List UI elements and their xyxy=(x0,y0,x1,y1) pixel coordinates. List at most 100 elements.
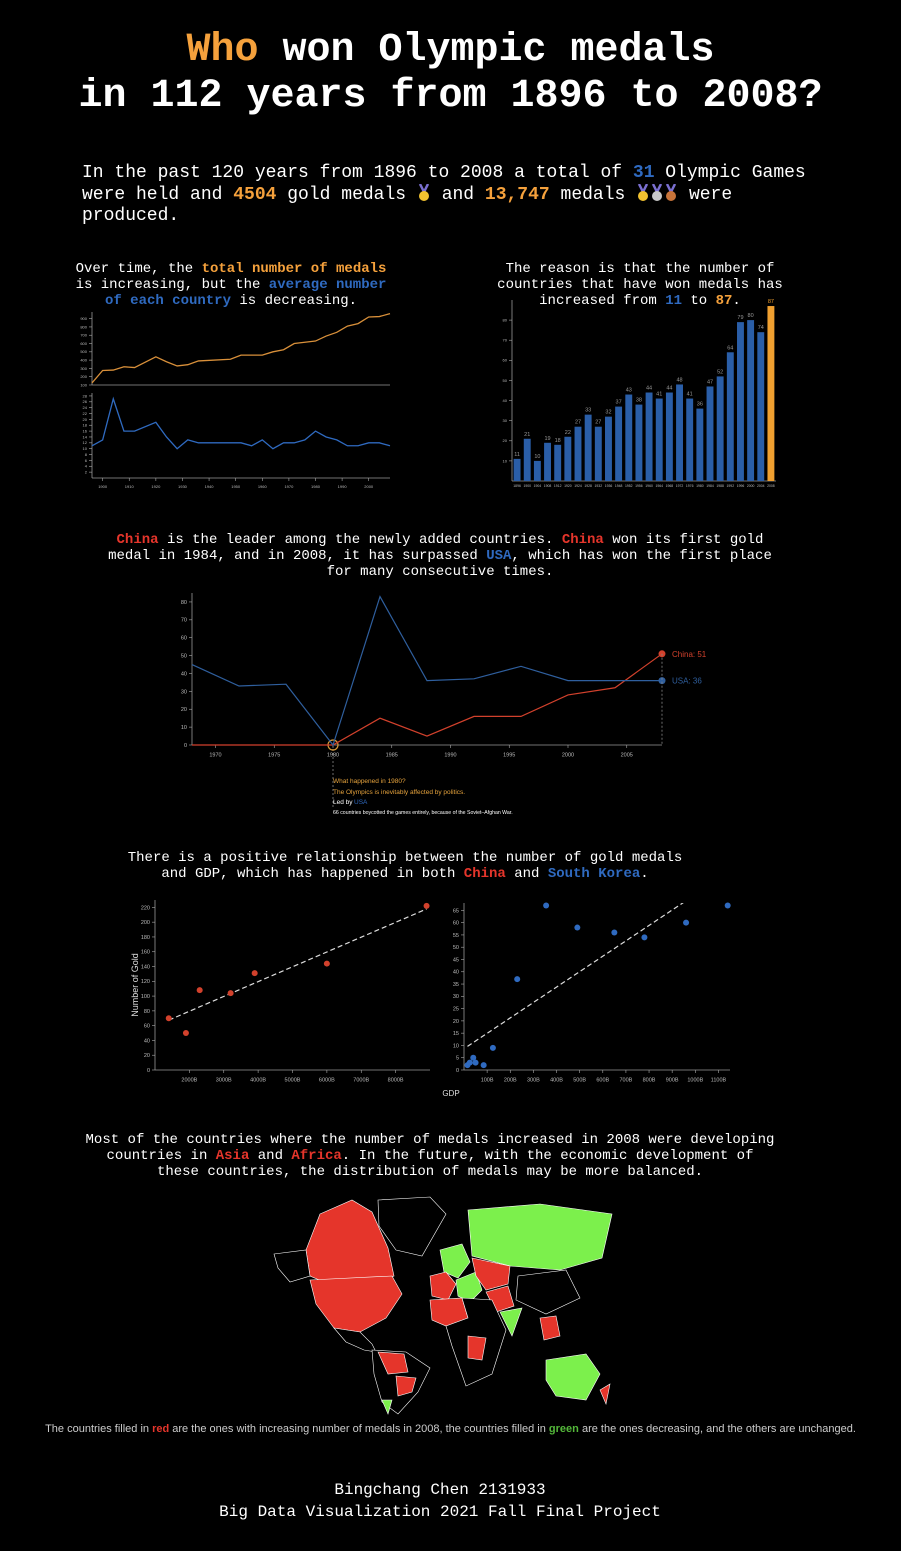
y-tick-label: 70 xyxy=(503,338,508,343)
text: . xyxy=(640,866,649,882)
text: There is a positive relationship between… xyxy=(127,850,683,882)
x-tick-label: 1948 xyxy=(615,484,623,488)
value-label: 41 xyxy=(687,392,693,398)
value-label: 27 xyxy=(595,420,601,426)
x-tick-label: 1990 xyxy=(338,484,348,489)
x-tick-label: 1900 xyxy=(98,484,108,489)
footer: Bingchang Chen 2131933 Big Data Visualiza… xyxy=(0,1479,880,1523)
world-map xyxy=(273,1196,613,1415)
value-label: 52 xyxy=(717,369,723,375)
medals-icon xyxy=(638,184,677,201)
bar xyxy=(665,392,673,481)
y-tick-label: 30 xyxy=(453,994,459,1000)
x-tick-label: 1000B xyxy=(687,1078,703,1084)
line xyxy=(91,313,391,384)
value-label: 36 xyxy=(697,402,703,408)
bar xyxy=(757,332,765,481)
x-tick-label: 4000B xyxy=(250,1078,266,1084)
x-tick-label: 3000B xyxy=(216,1078,232,1084)
y-tick-label: 35 xyxy=(453,982,459,988)
y-tick-label: 10 xyxy=(181,725,187,731)
country xyxy=(377,1351,409,1375)
bar xyxy=(686,398,694,481)
x-tick-label: 1975 xyxy=(268,753,280,759)
point xyxy=(165,1015,172,1022)
y-tick-label: 40 xyxy=(503,398,508,403)
bar xyxy=(615,406,623,481)
end-marker xyxy=(658,677,666,685)
text: In the past 120 years from 1896 to 2008 … xyxy=(82,163,633,183)
y-tick-label: 50 xyxy=(181,654,187,660)
x-tick-label: 1970 xyxy=(284,484,294,489)
author: Bingchang Chen 2131933 xyxy=(334,1481,546,1499)
point xyxy=(470,1054,477,1061)
value-label: 27 xyxy=(575,420,581,426)
bar xyxy=(594,426,602,481)
x-tick-label: 1932 xyxy=(595,484,603,488)
y-tick-label: 8 xyxy=(85,452,88,457)
x-tick-label: 1920 xyxy=(564,484,572,488)
text: are the ones decreasing, and the others … xyxy=(578,1423,856,1435)
country xyxy=(377,1196,447,1257)
x-tick-label: 5000B xyxy=(285,1078,301,1084)
y-tick-label: 25 xyxy=(453,1007,459,1013)
bar xyxy=(564,436,572,481)
x-tick-label: 1980 xyxy=(696,484,704,488)
x-tick-label: 1896 xyxy=(513,484,521,488)
x-tick-label: 1996 xyxy=(737,484,745,488)
y-tick-label: 22 xyxy=(83,411,88,416)
y-tick-label: 80 xyxy=(503,318,508,323)
y-tick-label: 500 xyxy=(80,349,87,354)
x-tick-label: 300B xyxy=(527,1078,540,1084)
value-label: 18 xyxy=(555,438,561,444)
point xyxy=(227,990,234,997)
text: is decreasing. xyxy=(231,293,358,309)
y-tick-label: 50 xyxy=(453,945,459,951)
point xyxy=(251,970,258,977)
line xyxy=(191,595,662,747)
bar xyxy=(676,384,683,481)
highlight: China xyxy=(463,866,506,882)
point xyxy=(182,1030,189,1037)
country xyxy=(395,1375,417,1397)
value-label: 43 xyxy=(626,388,632,394)
y-tick-label: 10 xyxy=(453,1043,459,1049)
y-tick-label: 20 xyxy=(503,438,508,443)
x-tick-label: 1976 xyxy=(686,484,694,488)
y-tick-label: 300 xyxy=(80,366,87,371)
bar xyxy=(635,404,643,481)
x-tick-label: 900B xyxy=(666,1078,679,1084)
y-tick-label: 80 xyxy=(181,600,187,606)
point xyxy=(611,929,618,936)
point xyxy=(323,960,330,967)
highlight: total number of medals xyxy=(201,261,387,277)
text: won its first gold medal in 1984, and in… xyxy=(108,532,764,564)
text: is increasing, but the xyxy=(75,277,269,293)
value-label: 80 xyxy=(748,313,754,319)
bar xyxy=(716,376,724,481)
x-tick-label: 1924 xyxy=(574,484,582,488)
x-tick-label: 1990 xyxy=(444,753,456,759)
y-tick-label: 0 xyxy=(456,1068,459,1074)
x-tick-label: 1928 xyxy=(584,484,592,488)
gold-medal-icon xyxy=(418,184,430,201)
x-axis-label: GDP xyxy=(442,1089,459,1098)
value-label: 19 xyxy=(544,436,550,442)
country xyxy=(515,1269,581,1315)
y-tick-label: 40 xyxy=(181,671,187,677)
title: Who won Olympic medals in 112 years from… xyxy=(0,28,901,120)
bar xyxy=(696,408,704,481)
y-tick-label: 60 xyxy=(453,921,459,927)
value-label: 11 xyxy=(514,452,520,458)
value-label: 48 xyxy=(676,377,682,383)
y-tick-label: 40 xyxy=(144,1038,150,1044)
line xyxy=(91,396,391,450)
highlight: USA xyxy=(486,548,512,564)
bar xyxy=(605,416,612,481)
country xyxy=(599,1383,611,1406)
x-tick-label: 800B xyxy=(643,1078,656,1084)
caption: China is the leader among the newly adde… xyxy=(100,532,780,580)
caption: Over time, the total number of medals is… xyxy=(70,261,392,309)
